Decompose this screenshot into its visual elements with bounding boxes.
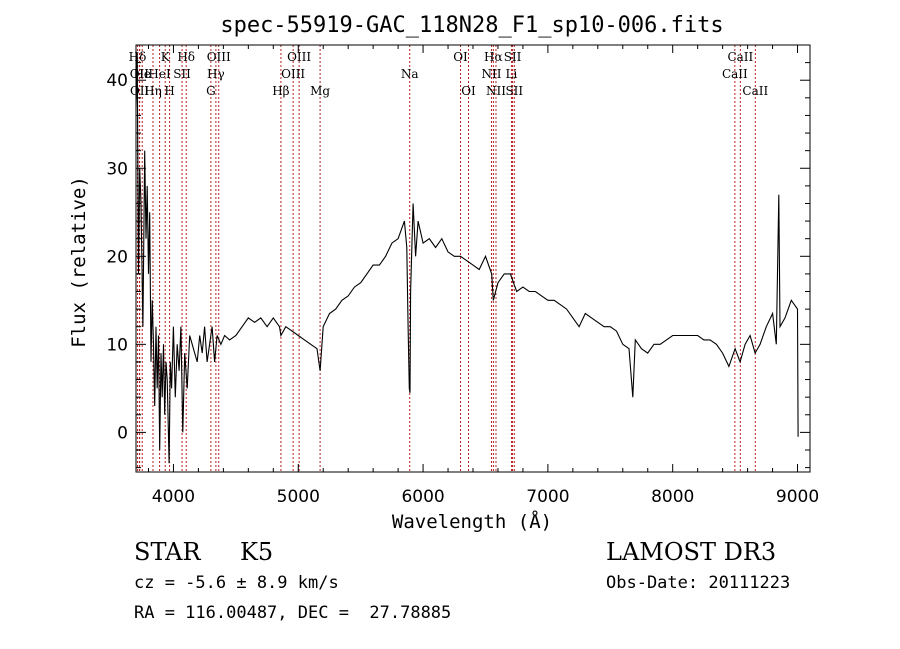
line-marker-label-20: Hα [484, 50, 503, 64]
x-tick-label-4: 8000 [651, 487, 694, 507]
object-subclass: K5 [240, 538, 274, 566]
y-tick-label-4: 40 [106, 71, 128, 91]
line-marker-label-25: SII [505, 84, 523, 98]
chart-title: spec-55919-GAC_118N28_F1_sp10-006.fits [220, 13, 723, 38]
x-axis-label: Wavelength (Å) [392, 510, 552, 533]
line-marker-label-2: OII [130, 84, 150, 98]
y-tick-label-3: 30 [106, 159, 128, 179]
line-marker-label-22: NII [486, 84, 506, 98]
object-class: STAR [134, 538, 201, 566]
line-marker-label-26: CaII [727, 50, 753, 64]
y-axis-label: Flux (relative) [68, 176, 90, 348]
line-marker-label-23: SII [504, 50, 522, 64]
line-marker-label-12: G [206, 84, 216, 98]
observation-date: Obs-Date: 20111223 [606, 573, 791, 593]
plot-frame [135, 44, 811, 473]
line-marker-label-8: SII [173, 67, 191, 81]
line-marker-label-11: Hγ [207, 67, 225, 81]
y-tick-label-1: 10 [106, 335, 128, 355]
x-tick-label-3: 7000 [526, 487, 569, 507]
x-tick-label-5: 9000 [776, 487, 819, 507]
redshift-readout: cz = -5.6 ± 8.9 km/s [134, 573, 339, 593]
line-marker-label-13: Hβ [272, 84, 289, 98]
survey-name: LAMOST DR3 [606, 538, 777, 566]
y-tick-label-0: 0 [117, 423, 128, 443]
line-marker-label-16: Mg [310, 84, 330, 98]
line-marker-label-5: K [161, 50, 171, 64]
line-marker-label-17: Na [401, 67, 419, 81]
x-tick-label-2: 6000 [401, 487, 444, 507]
x-axis: 4000 5000 6000 7000 8000 9000 [147, 45, 819, 507]
spectral-line-markers [136, 45, 756, 472]
x-tick-label-1: 5000 [277, 487, 320, 507]
coordinates-readout: RA = 116.00487, DEC = 27.78885 [134, 603, 452, 623]
y-tick-label-2: 20 [106, 247, 128, 267]
flux-series-line [135, 53, 799, 464]
line-marker-label-28: CaII [742, 84, 768, 98]
line-marker-label-10: OIII [207, 50, 231, 64]
line-marker-label-4: Hη [144, 84, 162, 98]
line-marker-label-18: OI [453, 50, 468, 64]
line-marker-label-14: OIII [287, 50, 311, 64]
line-marker-label-6: HeI [148, 67, 171, 81]
x-tick-label-0: 4000 [152, 487, 195, 507]
y-axis: 0 10 20 30 40 [106, 44, 810, 469]
line-marker-label-9: Hδ [177, 50, 195, 64]
line-marker-label-15: OIII [281, 67, 305, 81]
line-marker-label-19: OI [461, 84, 476, 98]
line-marker-label-7: H [164, 84, 174, 98]
line-marker-label-24: Li [506, 67, 518, 81]
line-marker-label-27: CaII [722, 67, 748, 81]
line-marker-label-21: NII [481, 67, 501, 81]
line-marker-label-1: OII [130, 67, 150, 81]
